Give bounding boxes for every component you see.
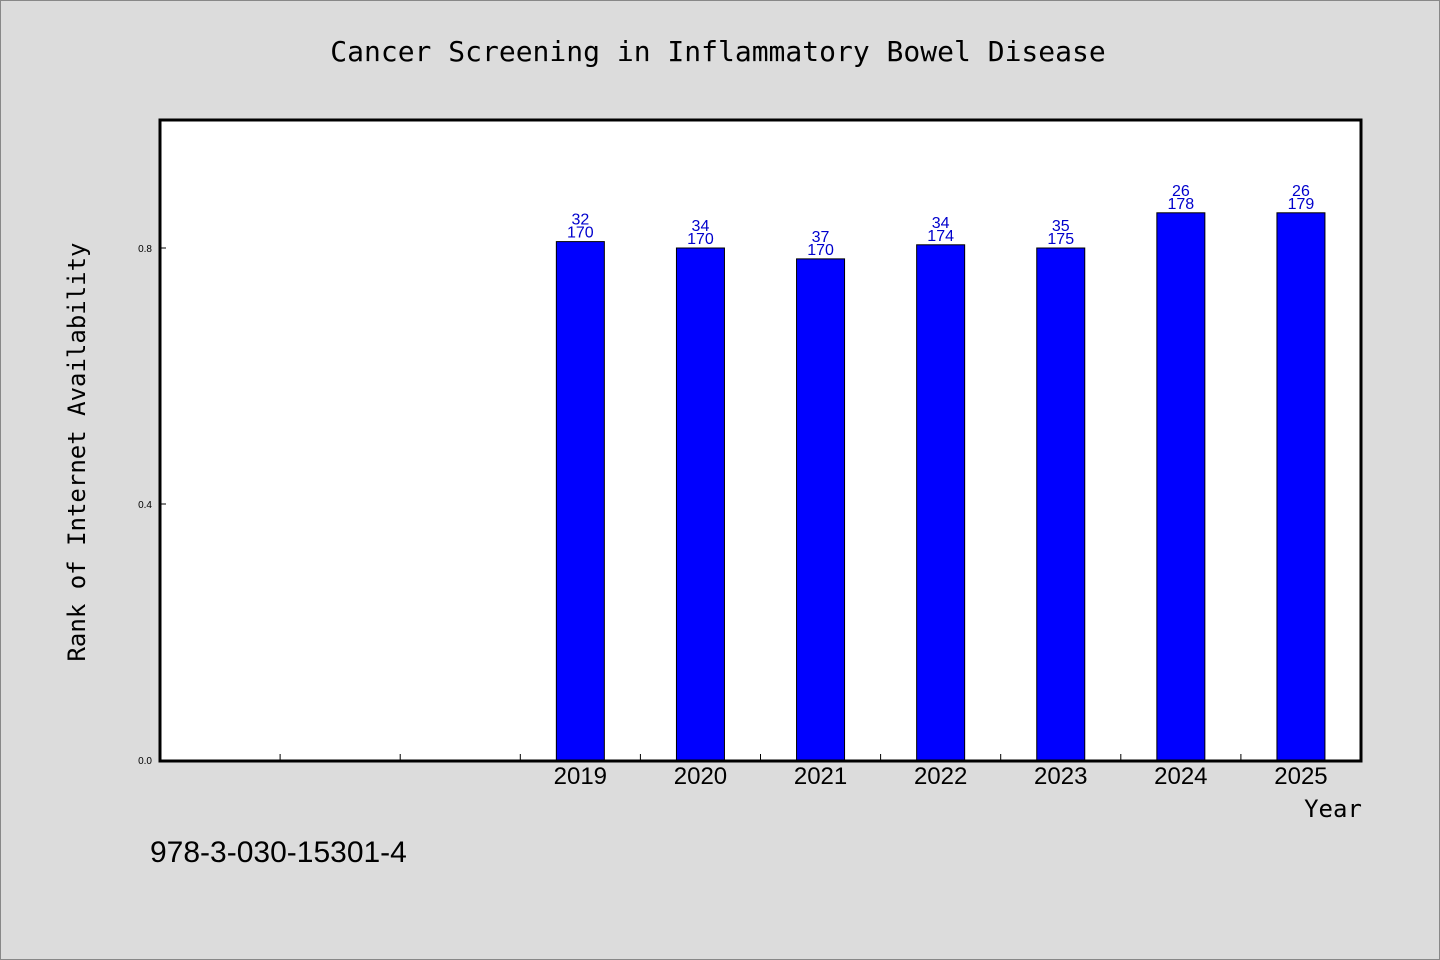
y-axis-label: Rank of Internet Availability [63,242,91,661]
bar-label-top: 35 [1052,218,1070,235]
bar-label-bottom: 170 [807,242,834,259]
bar-label-bottom: 170 [567,225,594,242]
x-tick-label: 2019 [554,763,607,790]
bar-label-bottom: 174 [927,228,954,245]
bar [1156,212,1206,761]
x-tick-label: 2023 [1034,763,1087,790]
bar-label-top: 34 [932,215,950,232]
bar [1036,247,1086,761]
bar-label-bottom: 179 [1288,196,1315,213]
chart-title: Cancer Screening in Inflammatory Bowel D… [330,35,1105,68]
bar-label-top: 37 [812,229,830,246]
bar-label-top: 32 [571,212,589,229]
y-ticks-group: 0.0 0.4 0.8 [138,244,166,767]
isbn-text: 978-3-030-15301-4 [150,836,407,869]
x-tick-label: 2020 [674,763,727,790]
x-tick-label: 2021 [794,763,847,790]
x-tick-label: 2022 [914,763,967,790]
y-tick-label: 0.4 [138,500,152,511]
x-axis-label: Year [1304,795,1362,823]
bar-label-top: 26 [1172,183,1190,200]
bar-label-bottom: 175 [1047,231,1074,248]
x-tick-label: 2025 [1274,763,1327,790]
bar-label-top: 26 [1292,183,1310,200]
bar-label-bottom: 178 [1167,196,1194,213]
bar-label-bottom: 170 [687,231,714,248]
bar [916,244,966,761]
bars-group [555,212,1326,761]
bar-label-top: 34 [692,218,710,235]
x-ticks-group: 2019 2020 2021 2022 2023 2024 2025 [279,754,1328,790]
bar [1276,212,1326,761]
bar [555,241,605,761]
bar [675,247,725,761]
x-tick-label: 2024 [1154,763,1207,790]
y-tick-label: 0.0 [138,756,152,767]
plot-frame [158,118,1363,763]
y-tick-label: 0.8 [138,244,152,255]
bar [796,258,846,761]
